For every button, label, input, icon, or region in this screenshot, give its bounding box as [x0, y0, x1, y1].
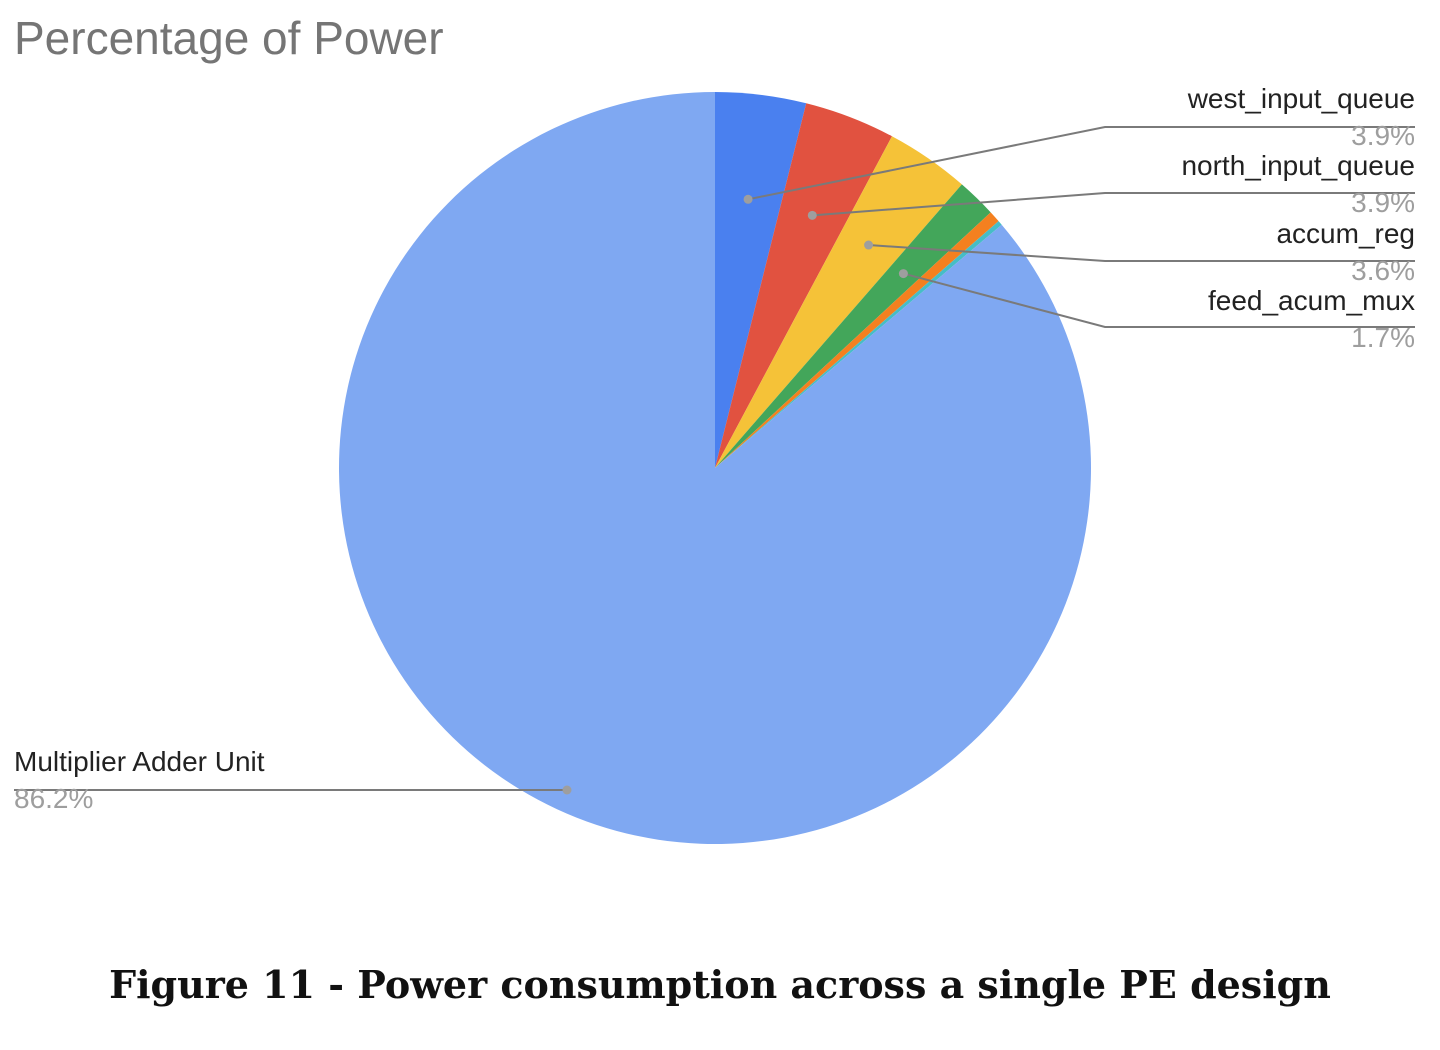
pie-slice-feed-acum-mux [715, 184, 991, 468]
pie-slice-west-input-queue [715, 92, 807, 468]
slice-label-multiplier-adder-unit: Multiplier Adder Unit [14, 746, 265, 777]
pie-slice-unlabeled-5 [715, 221, 1002, 468]
pie-slice-unlabeled-4 [715, 212, 999, 468]
slice-labels: west_input_queue3.9%north_input_queue3.9… [14, 83, 1415, 814]
slice-label-north-input-queue: north_input_queue [1181, 150, 1415, 181]
pie-slice-multiplier-adder-unit [338, 92, 1092, 844]
figure-caption: Figure 11 - Power consumption across a s… [109, 962, 1331, 1007]
pie-slices [338, 92, 1092, 844]
slice-label-west-input-queue: west_input_queue [1187, 83, 1415, 114]
slice-percent-feed-acum-mux: 1.7% [1351, 322, 1415, 353]
chart-title: Percentage of Power [14, 12, 444, 64]
leader-dot-feed-acum-mux [898, 269, 908, 279]
leader-line-feed-acum-mux [903, 272, 1415, 328]
slice-percent-multiplier-adder-unit: 86.2% [14, 783, 93, 814]
slice-label-accum-reg: accum_reg [1276, 218, 1415, 249]
leader-line-west-input-queue [747, 126, 1415, 201]
pie-slice-north-input-queue [715, 103, 892, 469]
leader-dot-north-input-queue [807, 210, 817, 220]
leader-dot-west-input-queue [743, 194, 753, 204]
slice-label-feed-acum-mux: feed_acum_mux [1208, 285, 1415, 316]
leader-dot-accum-reg [864, 240, 874, 250]
slice-percent-west-input-queue: 3.9% [1351, 120, 1415, 151]
leader-line-accum-reg [868, 244, 1415, 262]
leader-line-north-input-queue [812, 192, 1415, 217]
leader-dot-multiplier-adder-unit [562, 785, 572, 795]
slice-percent-north-input-queue: 3.9% [1351, 187, 1415, 218]
slice-percent-accum-reg: 3.6% [1351, 255, 1415, 286]
pie-slice-accum-reg [715, 136, 962, 469]
